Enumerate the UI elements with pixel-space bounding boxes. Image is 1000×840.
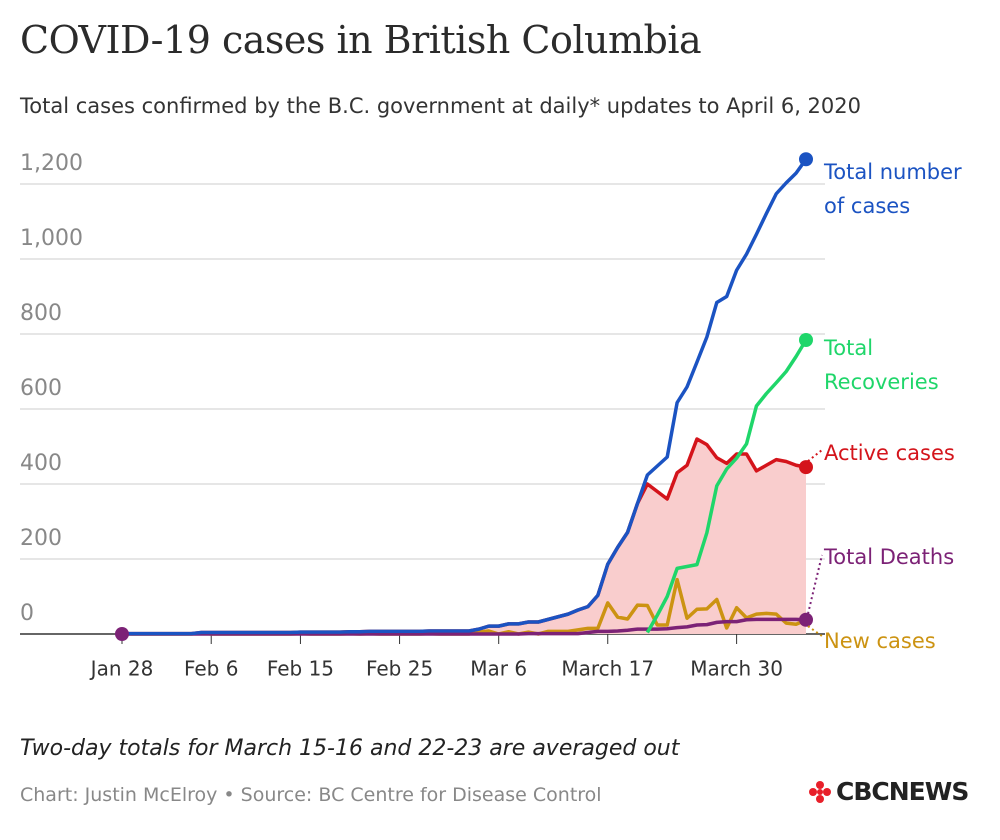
x-tick-label: Mar 6 — [470, 657, 527, 681]
y-tick-label: 1,000 — [20, 226, 83, 251]
y-tick-label: 200 — [20, 526, 62, 551]
start-dot — [115, 627, 129, 641]
leader — [807, 449, 823, 462]
logo: CBCNEWS — [836, 777, 969, 806]
x-tick-label: March 17 — [561, 657, 654, 681]
x-tick-label: Jan 28 — [89, 657, 154, 681]
area — [122, 439, 806, 634]
note: Two-day totals for March 15-16 and 22-23… — [20, 736, 680, 761]
x-tick-label: Feb 25 — [366, 657, 433, 681]
x-tick-label: Feb 6 — [184, 657, 239, 681]
series-label: Total Deaths — [824, 545, 955, 569]
leader — [807, 554, 823, 614]
x-tick-label: March 30 — [690, 657, 783, 681]
end-dot — [799, 612, 813, 627]
cbc-gem — [809, 781, 831, 803]
series-label: Total number of cases — [824, 160, 962, 218]
y-tick-label: 0 — [20, 601, 34, 626]
line — [645, 339, 808, 634]
end-dot — [799, 152, 813, 167]
credit: Chart: Justin McElroy • Source: BC Centr… — [20, 784, 602, 806]
series-label: Total Recoveries — [824, 336, 939, 394]
series-label: Active cases — [824, 441, 955, 465]
y-tick-label: 600 — [20, 376, 62, 401]
y-tick-label: 1,200 — [20, 151, 83, 176]
series-label: New cases — [824, 629, 936, 653]
line — [122, 158, 808, 636]
y-tick-label: 400 — [20, 451, 62, 476]
chart-subtitle: Total cases confirmed by the B.C. govern… — [20, 94, 861, 118]
end-dot — [799, 460, 813, 475]
x-tick-label: Feb 15 — [267, 657, 334, 681]
end-dot — [799, 333, 813, 347]
chart-title: COVID-19 cases in British Columbia — [20, 18, 702, 62]
y-tick-label: 800 — [20, 301, 62, 326]
